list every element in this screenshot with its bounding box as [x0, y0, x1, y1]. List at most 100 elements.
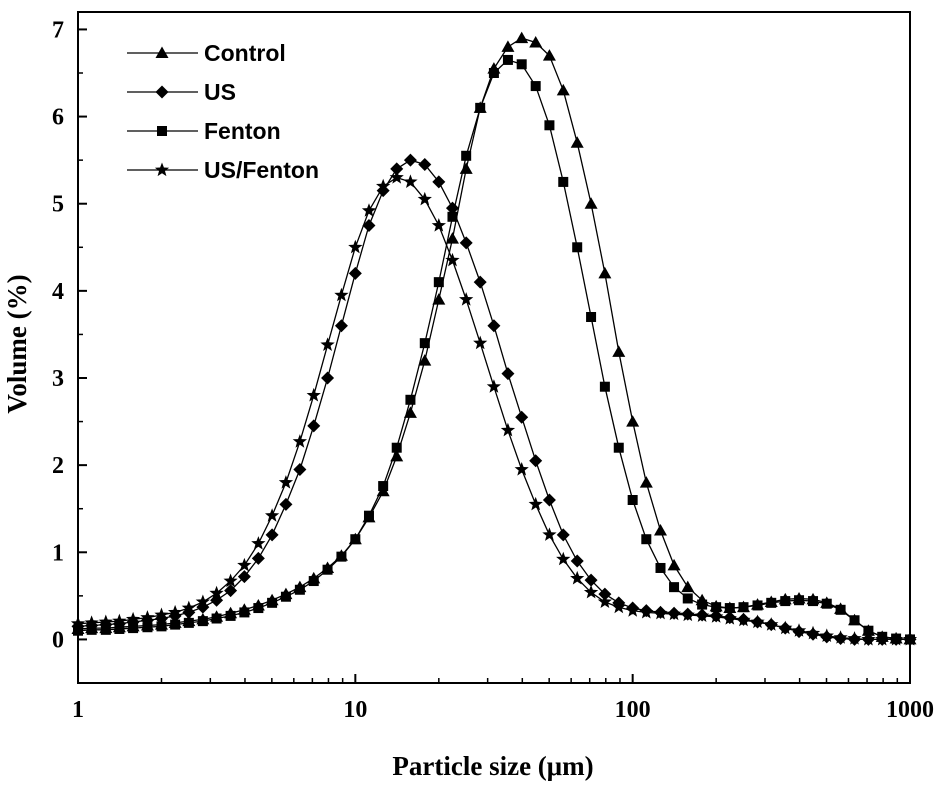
data-point: [738, 602, 749, 613]
data-point: [516, 59, 527, 70]
data-point: [597, 594, 612, 608]
data-point: [431, 218, 446, 232]
data-point: [403, 153, 417, 167]
data-point: [764, 617, 779, 631]
data-point: [750, 614, 765, 629]
data-point: [626, 415, 640, 427]
data-point: [542, 527, 557, 541]
data-point: [322, 564, 333, 575]
data-point: [570, 554, 584, 568]
data-point: [544, 120, 555, 131]
data-point: [697, 599, 708, 610]
data-point: [84, 615, 99, 629]
data-point: [86, 624, 97, 635]
data-point: [459, 162, 473, 174]
data-point: [584, 573, 598, 587]
data-point: [514, 462, 529, 476]
data-point: [724, 603, 735, 614]
data-point: [791, 623, 807, 637]
data-point: [306, 387, 321, 402]
data-point: [486, 379, 501, 393]
legend-marker: [155, 46, 169, 58]
data-point: [140, 610, 155, 624]
data-point: [515, 410, 529, 424]
data-point: [613, 442, 624, 453]
data-point: [98, 614, 113, 629]
y-tick-label: 1: [52, 540, 64, 566]
data-point: [529, 36, 543, 48]
data-point: [558, 176, 569, 187]
data-point: [265, 508, 280, 522]
data-point: [432, 293, 446, 305]
data-point: [780, 596, 791, 607]
data-point: [709, 609, 724, 623]
data-point: [487, 319, 501, 333]
data-point: [363, 510, 374, 521]
x-tick-label: 1: [72, 697, 84, 723]
data-point: [251, 551, 265, 565]
data-point: [680, 607, 695, 622]
data-point: [501, 40, 515, 52]
data-point: [336, 551, 347, 562]
data-point: [599, 381, 610, 392]
plot-frame: [77, 11, 911, 684]
data-point: [432, 175, 446, 189]
legend-label: US/Fenton: [204, 157, 319, 183]
data-point: [586, 312, 597, 322]
data-point: [128, 623, 139, 634]
data-point: [251, 536, 266, 550]
legend-label: Control: [204, 40, 286, 66]
data-point: [778, 620, 793, 635]
data-point: [334, 287, 349, 302]
data-point: [237, 557, 252, 572]
data-point: [666, 606, 682, 621]
data-point: [267, 597, 278, 608]
legend-item: US/Fenton: [127, 157, 319, 183]
data-point: [433, 277, 444, 288]
data-point: [294, 584, 305, 595]
data-point: [681, 580, 695, 593]
data-point: [292, 434, 307, 448]
data-point: [488, 68, 499, 78]
data-point: [598, 587, 612, 601]
data-point: [391, 442, 402, 453]
data-point: [321, 371, 335, 385]
data-point: [500, 422, 516, 437]
series-line: [77, 37, 911, 641]
data-point: [611, 599, 626, 614]
data-point: [170, 619, 181, 630]
legend-label: Fenton: [204, 118, 281, 144]
data-point: [70, 616, 86, 630]
data-point: [461, 150, 472, 161]
y-tick-label: 2: [52, 453, 64, 479]
series-us: [71, 153, 917, 646]
data-point: [902, 631, 918, 646]
data-point: [405, 394, 416, 405]
data-point: [598, 266, 612, 279]
data-point: [584, 197, 598, 209]
data-point: [181, 600, 196, 615]
legend-label: US: [204, 79, 236, 105]
legend-marker: [154, 162, 170, 177]
data-point: [819, 628, 834, 642]
series-line: [77, 59, 911, 641]
data-point: [348, 266, 362, 280]
series-control: [71, 31, 917, 645]
data-point: [73, 625, 83, 636]
legend-item: Control: [127, 40, 286, 66]
data-point: [100, 624, 111, 635]
y-axis-title: Volume (%): [2, 274, 32, 413]
data-point: [445, 252, 460, 267]
y-tick-label: 3: [52, 366, 64, 392]
data-point: [752, 600, 763, 611]
data-point: [653, 605, 668, 620]
data-point: [805, 625, 821, 640]
legend-marker: [157, 126, 167, 136]
data-point: [655, 562, 666, 573]
y-tick-label: 6: [52, 105, 64, 131]
data-point: [418, 158, 432, 171]
data-point: [417, 191, 432, 206]
legend-marker: [155, 85, 169, 99]
data-point: [808, 596, 819, 607]
